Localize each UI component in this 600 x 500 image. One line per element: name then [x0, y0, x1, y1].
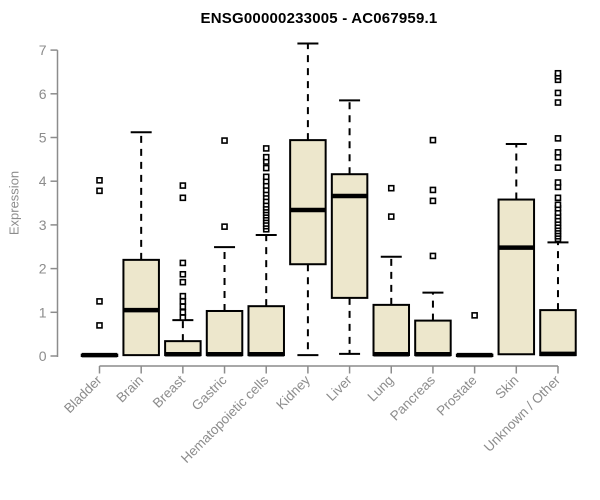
outlier-point [179, 303, 187, 310]
y-tick-label: 4 [39, 173, 47, 189]
outlier-point [429, 252, 437, 260]
x-category-label: Gastric [189, 372, 230, 413]
outlier-point [179, 259, 187, 267]
x-category-label: Skin [492, 373, 521, 402]
outlier-point [429, 136, 437, 144]
y-tick-label: 2 [39, 261, 47, 277]
outlier-point [96, 322, 103, 329]
outlier-point [471, 312, 478, 319]
y-tick-label: 5 [39, 130, 47, 146]
y-tick-label: 3 [39, 217, 47, 233]
outlier-point [179, 182, 187, 189]
box-rect [539, 309, 577, 357]
outlier-point [262, 173, 270, 181]
outlier-point [179, 308, 187, 316]
y-tick-label: 7 [39, 42, 47, 58]
x-category-label: Kidney [273, 372, 313, 412]
outlier-point [554, 69, 562, 77]
outlier-point [179, 270, 187, 278]
y-axis-label: Expression [6, 170, 22, 236]
box-rect [497, 198, 536, 356]
outlier-point [554, 99, 562, 106]
x-category-label: Prostate [434, 373, 480, 419]
outlier-point [179, 314, 187, 321]
x-category-label: Unknown / Other [481, 372, 564, 455]
outlier-point [221, 137, 228, 144]
box-rect [247, 305, 285, 357]
y-tick-label: 1 [39, 304, 47, 320]
outlier-point [262, 145, 270, 152]
y-tick-label: 0 [39, 348, 47, 364]
outlier-point [554, 89, 562, 97]
y-tick-label: 6 [39, 86, 47, 102]
outlier-point [262, 153, 270, 161]
outlier-point [554, 149, 562, 156]
outlier-point [554, 201, 562, 209]
outlier-point [429, 197, 437, 205]
x-category-label: Breast [150, 372, 188, 410]
outlier-point [387, 213, 395, 220]
outlier-point [554, 164, 562, 171]
x-category-label: Brain [113, 373, 146, 406]
outlier-point [179, 292, 187, 300]
outlier-point [387, 184, 395, 192]
x-category-label: Pancreas [387, 372, 438, 423]
x-category-label: Liver [323, 372, 355, 404]
x-category-label: Bladder [61, 372, 105, 416]
outlier-point [262, 164, 270, 172]
outlier-point [96, 187, 103, 195]
outlier-point [179, 278, 187, 286]
outlier-point [554, 135, 562, 142]
box-rect [372, 303, 411, 357]
outlier-point [96, 298, 103, 305]
outlier-point [554, 179, 562, 186]
box-rect [330, 173, 369, 299]
outlier-point [179, 298, 187, 305]
outlier-point [179, 194, 187, 202]
outlier-point [429, 186, 437, 194]
box-rect [289, 139, 327, 266]
outlier-point [554, 194, 562, 202]
outlier-point [221, 223, 228, 230]
box-rect [205, 309, 244, 357]
chart-title: ENSG00000233005 - AC067959.1 [200, 10, 438, 27]
outlier-point [96, 177, 103, 184]
x-category-label: Lung [365, 373, 397, 405]
box-rect [414, 319, 452, 357]
box-rect [122, 258, 160, 357]
